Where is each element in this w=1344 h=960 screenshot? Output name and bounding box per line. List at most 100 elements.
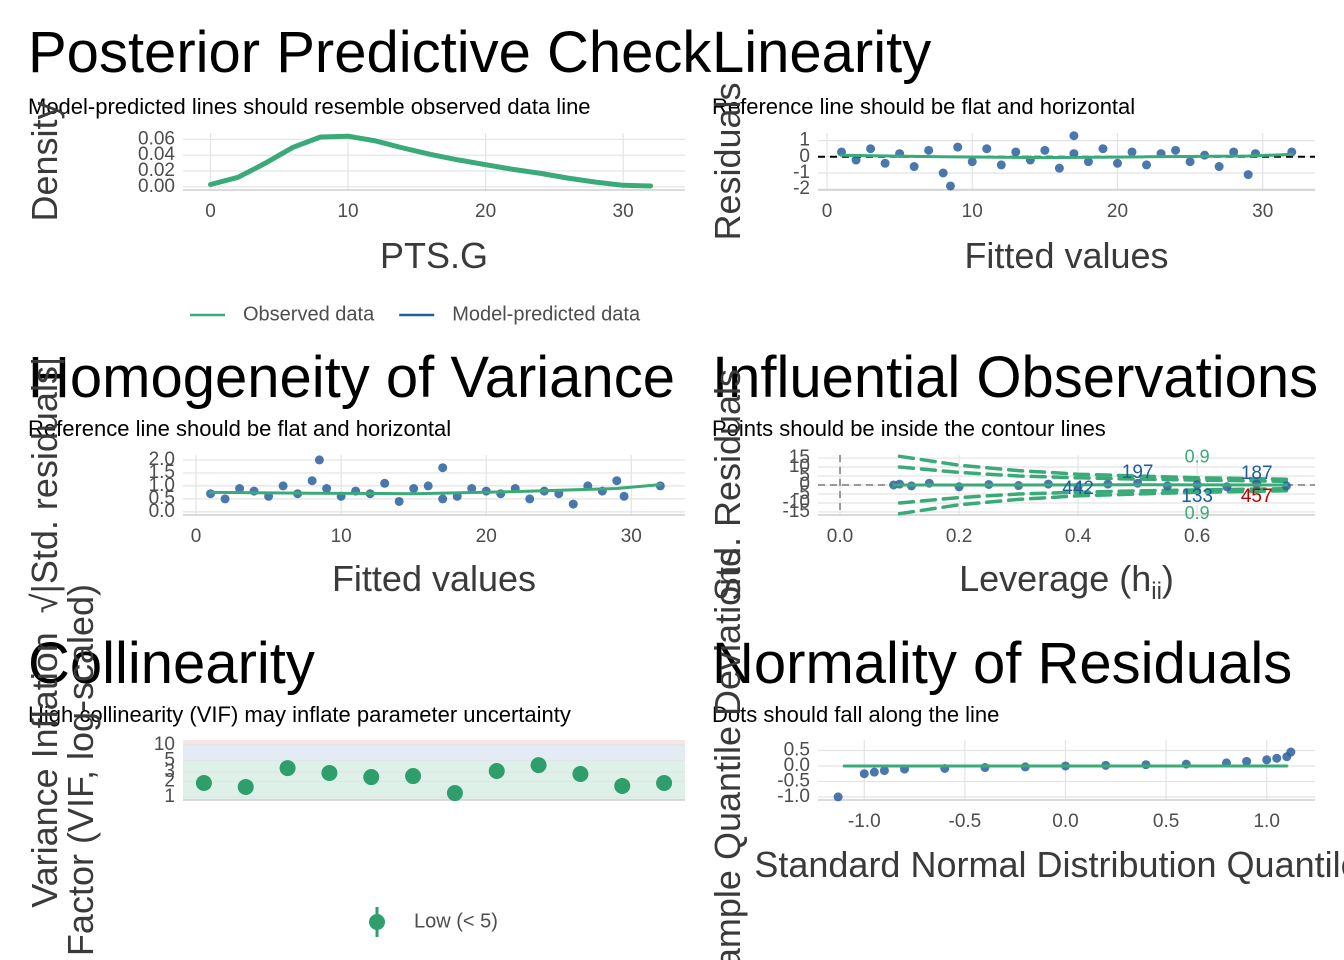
point [1069,131,1079,141]
y-tick-label: 0.00 [138,176,175,197]
panel-title: Collinearity [28,631,315,696]
legend-swatch [369,914,385,930]
y-tick-label: 0.06 [138,128,175,149]
point [924,145,934,155]
panel-subtitle: Reference line should be flat and horizo… [712,94,1135,119]
point [1054,163,1064,173]
x-tick-label: 0.4 [1065,526,1092,547]
x-axis-title-sub: ii [1151,578,1162,605]
y-tick-label: 5 [799,465,810,486]
vif-dot [572,765,589,782]
risk-band [183,760,685,800]
point [1098,144,1108,154]
y-tick-label: 0.0 [784,755,810,776]
vif-dot [279,760,296,777]
x-tick-label: 10 [962,201,983,222]
risk-band [183,745,685,761]
y-tick-label: 0.02 [138,160,175,181]
vif-dot [488,763,505,780]
panel: 0.00.51.01.52.0 0 10 20 30 Homogeneity of Var… [24,345,685,613]
y-tick-label: -5 [793,483,810,504]
point [438,494,448,504]
point [423,481,433,491]
point-label: 133 [1181,486,1213,507]
x-tick-label: -0.5 [949,811,982,832]
x-axis-title-text: Standard Normal Distribution Quantiles [754,844,1344,885]
x-axis-title: Leverage (hii) [959,558,1174,605]
point [409,484,419,494]
y-tick-label: 3 [164,761,175,782]
point [869,767,879,777]
y-tick-label: 15 [789,447,810,468]
panel-subtitle: Reference line should be flat and horizo… [28,416,451,441]
x-tick-label: 0 [822,201,833,222]
x-tick-label: 20 [475,201,496,222]
y-tick-label: 10 [789,456,810,477]
point [1242,756,1252,766]
panel-title: Linearity [712,20,931,85]
point [859,769,869,779]
x-axis-title: Fitted values [332,558,536,599]
x-axis-title: PTS.G [380,235,488,276]
point-label: 442 [1062,478,1094,499]
point [945,181,955,191]
x-tick-label: 0.0 [1052,811,1078,832]
x-axis-title-text: Fitted values [964,235,1168,276]
point [612,476,622,486]
y-tick-label: 0 [799,474,810,495]
point [220,494,230,504]
point [909,162,919,172]
y-tick-label: 1.0 [149,475,175,496]
point [307,476,317,486]
x-tick-label: 0 [205,201,216,222]
point [568,499,578,509]
vif-dot [237,778,254,795]
point [982,144,992,154]
vif-dot [363,769,380,786]
y-tick-label: 10 [154,734,175,755]
line [209,483,662,496]
point [1229,147,1239,157]
point [1171,145,1181,155]
x-axis-title-text: PTS.G [380,235,488,276]
vif-dot [446,785,463,802]
point [1112,158,1122,168]
point [953,142,963,152]
point-label: 457 [1241,486,1273,507]
x-tick-label: 0 [191,526,202,547]
x-tick-label: 0.0 [827,526,853,547]
y-tick-label: 0.04 [138,144,175,165]
point [833,792,843,802]
x-axis-title-end: ) [1162,558,1174,599]
x-tick-label: 10 [337,201,358,222]
point [1286,747,1296,757]
vif-dot [656,774,673,791]
y-axis-title: Factor (VIF, log-scaled) [60,584,101,956]
point [235,484,245,494]
risk-band [183,740,685,746]
x-tick-label: 0.6 [1184,526,1210,547]
panel: -1.0-0.50.00.5-1.0 -0.5 0.0 0.5 1.0Normality… [707,548,1344,960]
point [1243,170,1253,180]
x-tick-label: 1.0 [1253,811,1279,832]
point [879,766,889,776]
point [1069,149,1079,159]
legend-label: Low (< 5) [414,910,498,932]
y-tick-label: 1.5 [149,462,175,483]
contour-line [897,488,1289,516]
y-tick-label: 0.5 [149,488,175,509]
point [851,155,861,165]
panel-title: Homogeneity of Variance [28,345,675,410]
point [866,144,876,154]
x-axis-title-text: Fitted values [332,558,536,599]
panel-subtitle: Dots should fall along the line [712,702,999,727]
y-axis-title: Std. Residuals [707,369,748,601]
y-tick-label: -1 [793,162,810,183]
legend-label: Observed data [243,303,375,325]
point [880,158,890,168]
contour-line [897,454,1289,482]
y-tick-label: -0.5 [777,770,810,791]
line [840,152,1294,160]
